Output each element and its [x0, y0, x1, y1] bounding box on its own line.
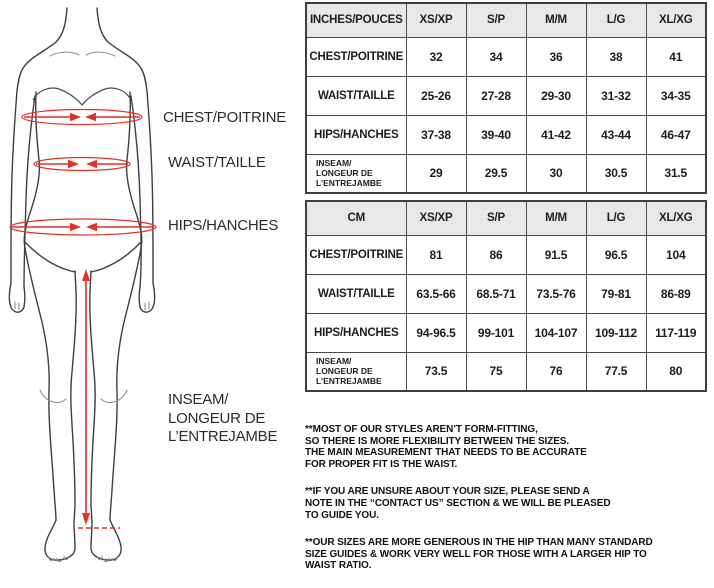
- cell-value: 96.5: [585, 234, 647, 275]
- table-row: CHEST/POITRINE 81 86 91.5 96.5 104: [305, 234, 707, 275]
- cell-value: 29: [405, 153, 467, 194]
- cell-value: 79-81: [585, 273, 647, 314]
- size-tables: INCHES/POUCES XS/XP S/P M/M L/G XL/XG CH…: [305, 2, 709, 392]
- cell-value: 37-38: [405, 114, 467, 155]
- cell-value: 41-42: [525, 114, 587, 155]
- cell-value: 30: [525, 153, 587, 194]
- size-col-header: S/P: [465, 200, 527, 236]
- cell-value: 109-112: [585, 312, 647, 353]
- size-col-header: XL/XG: [645, 200, 707, 236]
- size-guide-figure: CHEST/POITRINE WAIST/TAILLE HIPS/HANCHES…: [0, 0, 300, 570]
- cell-value: 36: [525, 36, 587, 77]
- chest-measure-loop: [21, 108, 143, 126]
- row-label: HIPS/HANCHES: [305, 312, 407, 353]
- footnote-fit: **MOST OF OUR STYLES AREN’T FORM-FITTING…: [305, 424, 587, 470]
- cell-value: 73.5: [405, 351, 467, 392]
- cell-value: 31-32: [585, 75, 647, 116]
- waist-measure-loop: [33, 156, 131, 172]
- cell-value: 91.5: [525, 234, 587, 275]
- cell-value: 63.5-66: [405, 273, 467, 314]
- cell-value: 25-26: [405, 75, 467, 116]
- cell-value: 104: [645, 234, 707, 275]
- figure-label-waist: WAIST/TAILLE: [168, 154, 266, 171]
- cell-value: 43-44: [585, 114, 647, 155]
- cell-value: 75: [465, 351, 527, 392]
- unit-header: INCHES/POUCES: [305, 2, 407, 38]
- cell-value: 32: [405, 36, 467, 77]
- cell-value: 86-89: [645, 273, 707, 314]
- cell-value: 46-47: [645, 114, 707, 155]
- cell-value: 29.5: [465, 153, 527, 194]
- cell-value: 34-35: [645, 75, 707, 116]
- cell-value: 104-107: [525, 312, 587, 353]
- row-label: CHEST/POITRINE: [305, 234, 407, 275]
- table-row: INSEAM/ LONGEUR DE L’ENTREJAMBE 73.5 75 …: [305, 351, 707, 392]
- size-table-inches: INCHES/POUCES XS/XP S/P M/M L/G XL/XG CH…: [305, 2, 707, 194]
- cell-value: 39-40: [465, 114, 527, 155]
- figure-label-inseam: INSEAM/ LONGEUR DE L’ENTREJAMBE: [168, 391, 278, 445]
- size-col-header: M/M: [525, 2, 587, 38]
- row-label-inseam: INSEAM/ LONGEUR DE L’ENTREJAMBE: [305, 351, 407, 392]
- table-row: WAIST/TAILLE 63.5-66 68.5-71 73.5-76 79-…: [305, 273, 707, 314]
- size-col-header: XL/XG: [645, 2, 707, 38]
- measure-arrow-lines: [12, 116, 154, 514]
- cell-value: 77.5: [585, 351, 647, 392]
- size-col-header: L/G: [585, 200, 647, 236]
- cell-value: 30.5: [585, 153, 647, 194]
- body-details: [14, 51, 150, 563]
- figure-label-chest: CHEST/POITRINE: [163, 109, 287, 126]
- row-label: CHEST/POITRINE: [305, 36, 407, 77]
- size-col-header: L/G: [585, 2, 647, 38]
- footnotes: **MOST OF OUR STYLES AREN’T FORM-FITTING…: [305, 424, 709, 588]
- size-col-header: XS/XP: [405, 200, 467, 236]
- unit-header: CM: [305, 200, 407, 236]
- cell-value: 41: [645, 36, 707, 77]
- cell-value: 31.5: [645, 153, 707, 194]
- footnote-contact: **IF YOU ARE UNSURE ABOUT YOUR SIZE, PLE…: [305, 486, 611, 521]
- table-row: HIPS/HANCHES 94-96.5 99-101 104-107 109-…: [305, 312, 707, 353]
- row-label-inseam: INSEAM/ LONGEUR DE L’ENTREJAMBE: [305, 153, 407, 194]
- table-row: WAIST/TAILLE 25-26 27-28 29-30 31-32 34-…: [305, 75, 707, 116]
- cell-value: 86: [465, 234, 527, 275]
- table-header-row: INCHES/POUCES XS/XP S/P M/M L/G XL/XG: [305, 2, 707, 38]
- cell-value: 38: [585, 36, 647, 77]
- table-row: CHEST/POITRINE 32 34 36 38 41: [305, 36, 707, 77]
- cell-value: 80: [645, 351, 707, 392]
- cell-value: 99-101: [465, 312, 527, 353]
- cell-value: 68.5-71: [465, 273, 527, 314]
- cell-value: 34: [465, 36, 527, 77]
- table-header-row: CM XS/XP S/P M/M L/G XL/XG: [305, 200, 707, 236]
- cell-value: 29-30: [525, 75, 587, 116]
- cell-value: 94-96.5: [405, 312, 467, 353]
- figure-label-hips: HIPS/HANCHES: [168, 217, 279, 234]
- table-row: HIPS/HANCHES 37-38 39-40 41-42 43-44 46-…: [305, 114, 707, 155]
- bust-line: [32, 87, 132, 106]
- measure-indicators: [9, 108, 157, 529]
- cell-value: 76: [525, 351, 587, 392]
- arrowheads: [68, 112, 97, 525]
- cell-value: 73.5-76: [525, 273, 587, 314]
- hips-measure-loop: [9, 218, 157, 236]
- cell-value: 117-119: [645, 312, 707, 353]
- row-label: WAIST/TAILLE: [305, 75, 407, 116]
- body-diagram: [8, 7, 157, 563]
- size-col-header: XS/XP: [405, 2, 467, 38]
- cell-value: 27-28: [465, 75, 527, 116]
- body-outline: [8, 7, 156, 561]
- size-col-header: S/P: [465, 2, 527, 38]
- row-label: WAIST/TAILLE: [305, 273, 407, 314]
- footnote-hip-ratio: **OUR SIZES ARE MORE GENEROUS IN THE HIP…: [305, 537, 653, 572]
- row-label: HIPS/HANCHES: [305, 114, 407, 155]
- size-table-cm: CM XS/XP S/P M/M L/G XL/XG CHEST/POITRIN…: [305, 200, 707, 392]
- cell-value: 81: [405, 234, 467, 275]
- table-row: INSEAM/ LONGEUR DE L’ENTREJAMBE 29 29.5 …: [305, 153, 707, 194]
- size-col-header: M/M: [525, 200, 587, 236]
